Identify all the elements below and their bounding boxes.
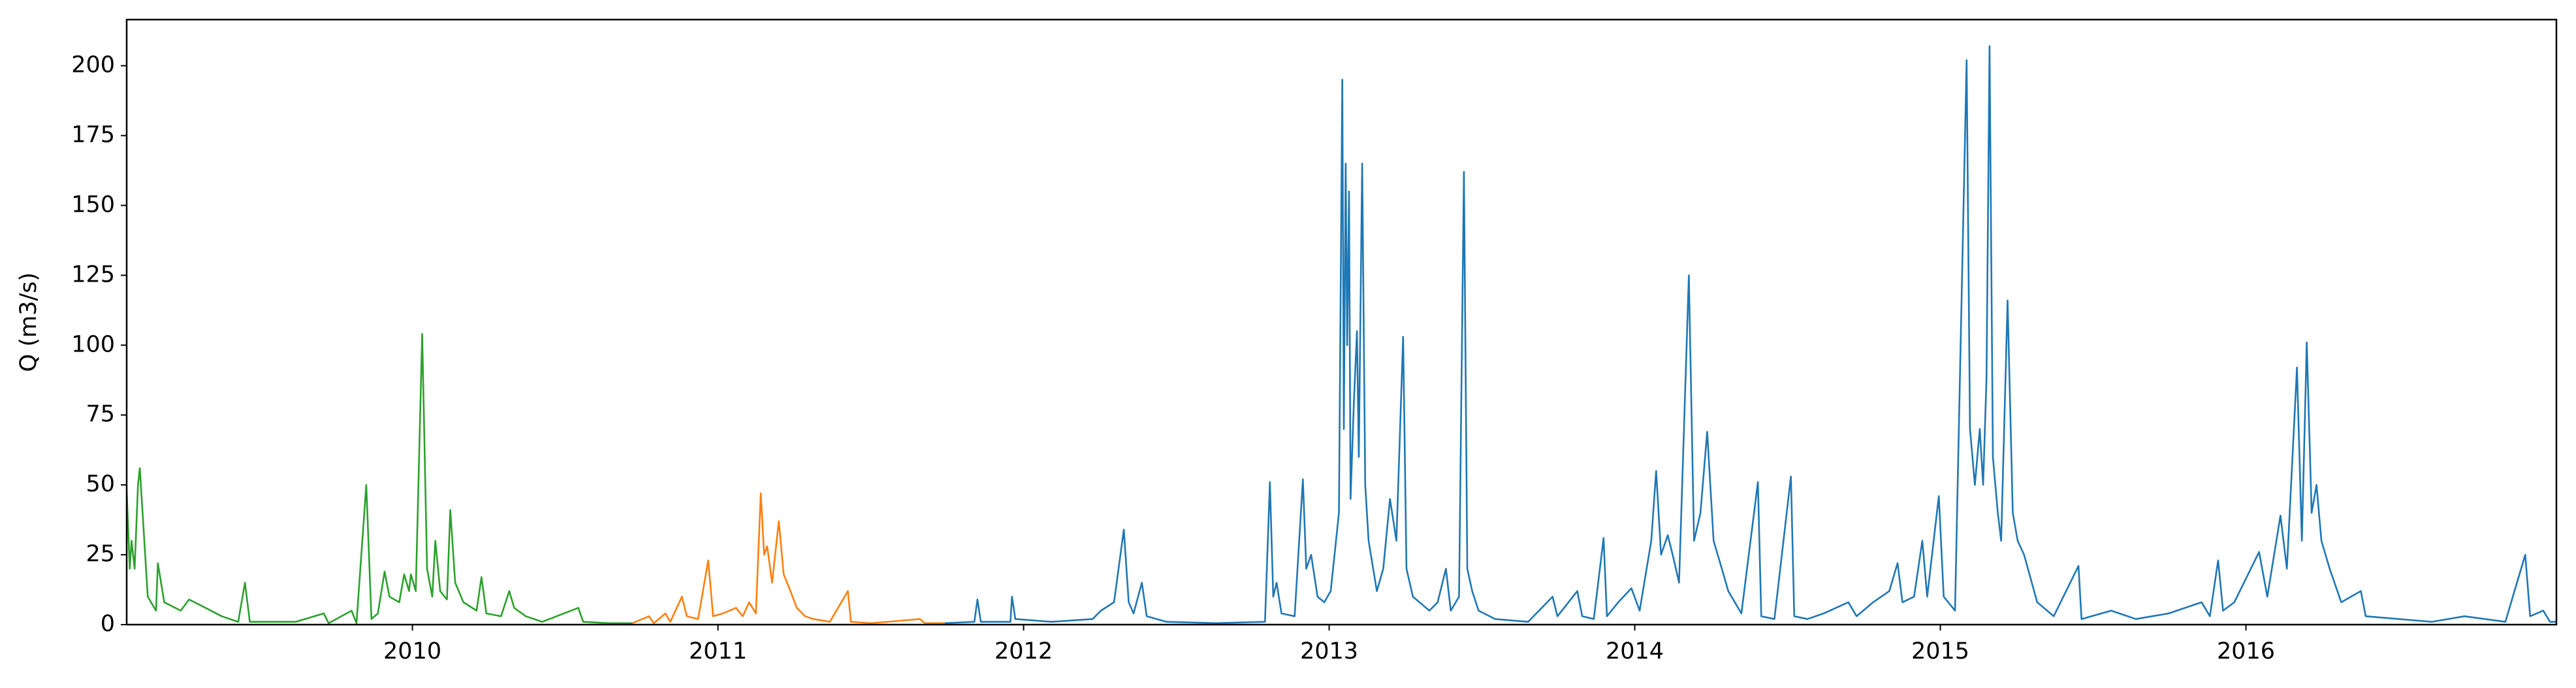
y-tick-label: 100: [71, 331, 115, 357]
x-tick-label: 2011: [689, 638, 747, 664]
series-line: [944, 45, 2556, 625]
y-tick-label: 0: [101, 611, 115, 637]
y-tick-label: 150: [71, 191, 115, 218]
y-tick-label: 200: [71, 52, 115, 78]
y-tick-label: 50: [86, 471, 115, 497]
x-tick-label: 2012: [994, 638, 1053, 664]
series-line: [632, 492, 945, 625]
x-tick-label: 2016: [2217, 638, 2275, 664]
x-tick-label: 2013: [1300, 638, 1358, 664]
plot-frame: [125, 18, 2558, 626]
x-tick-label: 2014: [1606, 638, 1664, 664]
y-tick-label: 125: [71, 261, 115, 287]
plot-lines: [127, 45, 2556, 625]
y-tick-label: 75: [86, 401, 115, 427]
x-tick-label: 2015: [1911, 638, 1969, 664]
y-tick-label: 25: [86, 541, 115, 567]
y-tick-label: 175: [71, 122, 115, 148]
x-tick-label: 2010: [383, 638, 441, 664]
y-axis-label: Q (m3/s): [16, 272, 42, 372]
series-line: [127, 333, 633, 625]
